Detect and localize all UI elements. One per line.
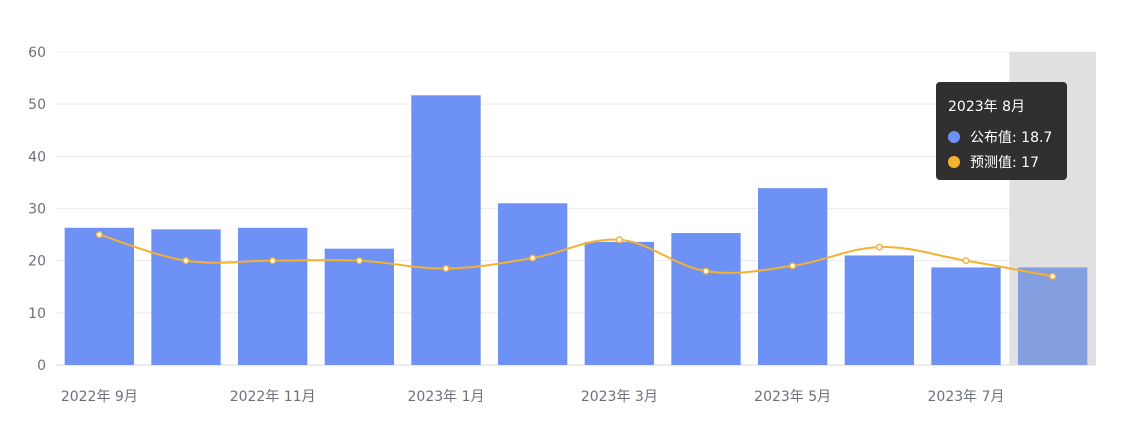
y-tick-label: 60: [28, 45, 46, 61]
bar[interactable]: [584, 241, 654, 365]
y-tick-label: 10: [28, 306, 46, 322]
tooltip-title: 2023年 8月: [948, 99, 1025, 115]
bar[interactable]: [151, 229, 221, 365]
bar[interactable]: [758, 188, 828, 365]
forecast-line: [99, 233, 1053, 278]
x-tick-label: 2023年 5月: [754, 389, 831, 405]
y-tick-label: 0: [37, 358, 46, 374]
bar[interactable]: [411, 95, 481, 365]
y-tick-label: 20: [28, 254, 46, 270]
line-point[interactable]: [702, 267, 710, 275]
x-axis: 2022年 9月 2022年 11月 2023年 1月 2023年 3月 2023年 5…: [61, 389, 1005, 405]
bar[interactable]: [1018, 267, 1088, 365]
x-tick-label: 2022年 11月: [230, 389, 316, 405]
bar[interactable]: [238, 227, 308, 365]
line-point[interactable]: [529, 254, 537, 262]
grid-lines: [56, 51, 1096, 366]
bar[interactable]: [844, 255, 914, 365]
bar-series: [64, 95, 1088, 365]
bar[interactable]: [64, 227, 134, 365]
published-dot-icon: [948, 130, 960, 143]
y-tick-label: 30: [28, 202, 46, 218]
x-tick-label: 2023年 7月: [928, 389, 1005, 405]
bar[interactable]: [498, 203, 568, 365]
line-series: [95, 231, 1057, 280]
x-tick-label: 2022年 9月: [61, 389, 138, 405]
line-point[interactable]: [789, 262, 797, 270]
y-axis: 0 10 20 30 40 50 60: [28, 45, 46, 374]
line-point[interactable]: [95, 231, 103, 239]
tooltip-forecast-label: 预测值: 17: [970, 154, 1039, 171]
x-tick-label: 2023年 1月: [408, 389, 485, 405]
line-point[interactable]: [182, 257, 190, 265]
y-tick-label: 50: [28, 97, 46, 113]
line-point[interactable]: [355, 257, 363, 265]
tooltip-row-published: 公布值: 18.7: [948, 124, 1055, 149]
forecast-dot-icon: [948, 155, 960, 168]
tooltip-row-forecast: 预测值: 17: [948, 149, 1055, 174]
line-point[interactable]: [442, 264, 450, 272]
line-point[interactable]: [875, 243, 883, 251]
y-tick-label: 40: [28, 149, 46, 165]
line-point[interactable]: [962, 257, 970, 265]
tooltip-published-label: 公布值: 18.7: [970, 129, 1053, 146]
line-point[interactable]: [615, 236, 623, 244]
x-tick-label: 2023年 3月: [581, 389, 658, 405]
bar[interactable]: [671, 233, 741, 365]
line-point[interactable]: [1049, 272, 1057, 280]
tooltip: 2023年 8月 公布值: 18.7 预测值: 17: [936, 82, 1067, 180]
bar[interactable]: [931, 267, 1001, 365]
bar[interactable]: [324, 248, 394, 365]
line-point[interactable]: [269, 257, 277, 265]
